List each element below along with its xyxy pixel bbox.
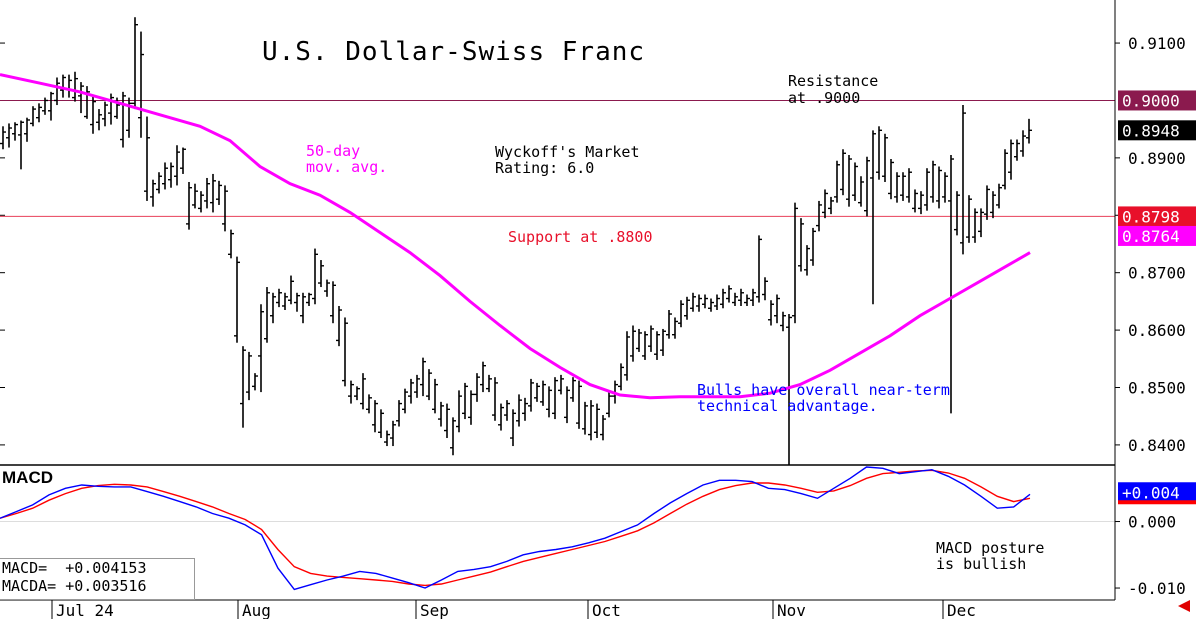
moving-average-line <box>0 73 1031 400</box>
ma-label-line2: mov. avg. <box>306 158 387 176</box>
x-tick-label: Oct <box>592 601 621 619</box>
macda-value: MACDA= +0.003516 <box>2 577 147 595</box>
price-tick-label: 0.8500 <box>1128 379 1186 398</box>
moving-average <box>0 73 1031 400</box>
x-tick-label: Aug <box>242 601 271 619</box>
macd-axis: 0.000 -0.010 <box>1115 513 1186 598</box>
resistance-label-line1: Resistance <box>788 72 878 90</box>
price-tag-label: 0.9000 <box>1122 91 1180 110</box>
macd-series-line <box>0 466 1031 591</box>
macd-series-line <box>0 469 1031 587</box>
macd-posture-line2: is bullish <box>936 555 1026 573</box>
reference-lines <box>0 99 1115 217</box>
price-tick-label: 0.8400 <box>1128 436 1186 455</box>
bulls-note-line2: technical advantage. <box>697 397 878 415</box>
chart-title: U.S. Dollar-Swiss Franc <box>262 37 645 67</box>
wyckoff-rating-line1: Wyckoff's Market <box>495 143 640 161</box>
x-tick-label: Sep <box>420 601 449 619</box>
macd-tick-label: 0.000 <box>1128 513 1176 532</box>
wyckoff-rating-line2: Rating: 6.0 <box>495 159 594 177</box>
x-axis: Jul 24 Aug Sep Oct Nov Dec <box>51 600 976 619</box>
macd-readout: MACD= +0.004153 MACDA= +0.003516 <box>0 558 195 600</box>
support-label: Support at .8800 <box>508 228 653 246</box>
x-tick-label: Nov <box>777 601 806 619</box>
resistance-label-line2: at .9000 <box>788 89 860 107</box>
price-tick-label: 0.8600 <box>1128 321 1186 340</box>
price-tag <box>1118 482 1196 503</box>
ma-label-line1: 50-day <box>306 142 360 160</box>
price-tag-label: +0.004 <box>1122 483 1180 502</box>
price-tag-edge <box>1118 500 1196 505</box>
macd-posture-line1: MACD posture <box>936 539 1044 557</box>
price-tag <box>1118 206 1196 227</box>
price-tag <box>1118 225 1196 246</box>
macd-value: MACD= +0.004153 <box>2 559 147 577</box>
price-tag <box>1118 120 1196 141</box>
price-tick-label: 0.8900 <box>1128 149 1186 168</box>
price-tick-label: 0.8700 <box>1128 264 1186 283</box>
price-tag <box>1118 90 1196 111</box>
macd-tick-label: -0.010 <box>1128 579 1186 598</box>
price-tick-label: 0.9100 <box>1128 34 1186 53</box>
price-tag-label: 0.8764 <box>1122 227 1180 246</box>
price-bars <box>0 17 1032 465</box>
price-tag-label: 0.8798 <box>1122 207 1180 226</box>
scroll-left-arrow-icon[interactable] <box>1178 600 1190 612</box>
x-tick-label: Dec <box>947 601 976 619</box>
x-tick-label: Jul 24 <box>56 601 114 619</box>
price-tag-label: 0.8948 <box>1122 121 1180 140</box>
macd-panel-label: MACD <box>2 468 53 487</box>
bulls-note-line1: Bulls have overall near-term <box>697 381 950 399</box>
macd-lines <box>0 466 1115 591</box>
